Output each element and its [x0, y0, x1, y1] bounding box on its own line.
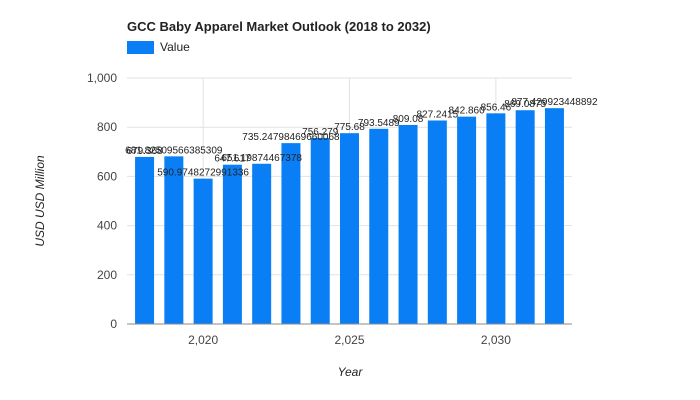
y-tick-label: 0	[110, 317, 117, 331]
data-label: 869.0875	[504, 99, 546, 110]
data-label: 651.19874467378	[221, 153, 302, 164]
data-label: 842.860	[449, 106, 486, 117]
x-axis-title: Year	[338, 365, 364, 379]
legend-label: Value	[160, 40, 190, 54]
data-label: 735.24798469660068	[242, 132, 340, 143]
data-label: 756.279	[302, 127, 339, 138]
bar	[310, 137, 330, 324]
data-label: 827.2415	[416, 109, 458, 120]
bar	[281, 143, 301, 324]
data-label: 681.82509566385309	[125, 145, 223, 156]
bar	[398, 124, 418, 325]
chart-title: GCC Baby Apparel Market Outlook (2018 to…	[127, 19, 431, 34]
bar	[457, 116, 477, 324]
legend-swatch	[127, 40, 154, 54]
legend[interactable]: Value	[127, 40, 190, 54]
data-label: 775.68	[334, 122, 365, 133]
x-tick-label: 2,025	[334, 333, 364, 347]
bar	[369, 128, 389, 324]
data-label: 793.5489	[358, 118, 400, 129]
y-axis-title: USD USD Million	[33, 155, 47, 247]
bar	[252, 163, 272, 324]
x-tick-label: 2,020	[188, 333, 218, 347]
bar	[544, 108, 564, 324]
bar	[515, 110, 535, 324]
data-label: 590.9748272991336	[157, 168, 249, 179]
x-tick-label: 2,030	[481, 333, 511, 347]
data-label: 877.429923448892	[511, 97, 598, 108]
data-label: 647.617	[214, 154, 251, 165]
y-tick-label: 600	[97, 169, 117, 183]
y-tick-label: 400	[97, 219, 117, 233]
bar	[193, 178, 213, 324]
bar	[427, 120, 447, 325]
data-label: 679.368	[126, 146, 163, 157]
y-tick-label: 200	[97, 268, 117, 282]
y-tick-label: 800	[97, 120, 117, 134]
bar	[164, 156, 184, 324]
bar	[222, 164, 242, 324]
data-label: 856.46	[481, 102, 512, 113]
data-label: 809.08	[393, 114, 424, 125]
y-tick-label: 1,000	[87, 71, 117, 85]
bar	[486, 113, 506, 325]
bar	[340, 133, 359, 324]
bar	[135, 156, 155, 324]
